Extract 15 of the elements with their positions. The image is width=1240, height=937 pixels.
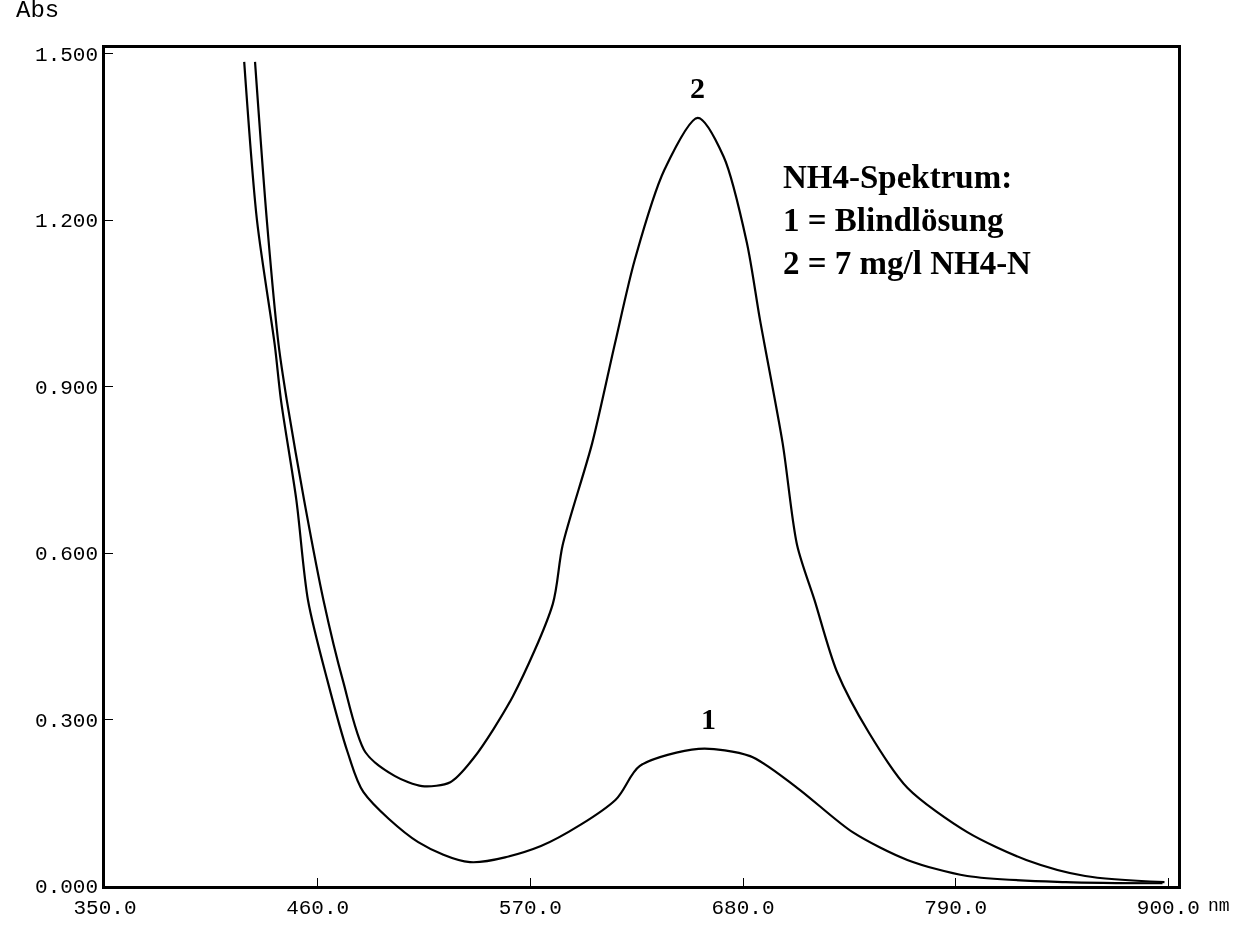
x-tick-label: 570.0 — [498, 896, 562, 920]
y-tick-label: 0.900 — [35, 376, 99, 400]
x-tick-label: 790.0 — [924, 896, 988, 920]
y-tick-label: 0.600 — [35, 543, 99, 567]
annotation: NH4-Spektrum: 1 = Blindlösung 2 = 7 mg/l NH4-N — [783, 159, 1032, 281]
x-tick-label: 460.0 — [286, 896, 350, 920]
x-axis-title: nm — [1208, 896, 1230, 916]
y-axis-title: Abs — [16, 0, 60, 24]
annotation: 2 — [690, 71, 705, 104]
annotation: 1 — [701, 702, 716, 735]
x-tick-label: 680.0 — [711, 896, 775, 920]
y-tick-label: 1.200 — [35, 210, 99, 234]
x-tick-label: 900.0 — [1136, 896, 1200, 920]
y-tick-label: 1.500 — [35, 43, 99, 67]
y-tick-label: 0.300 — [35, 709, 99, 733]
